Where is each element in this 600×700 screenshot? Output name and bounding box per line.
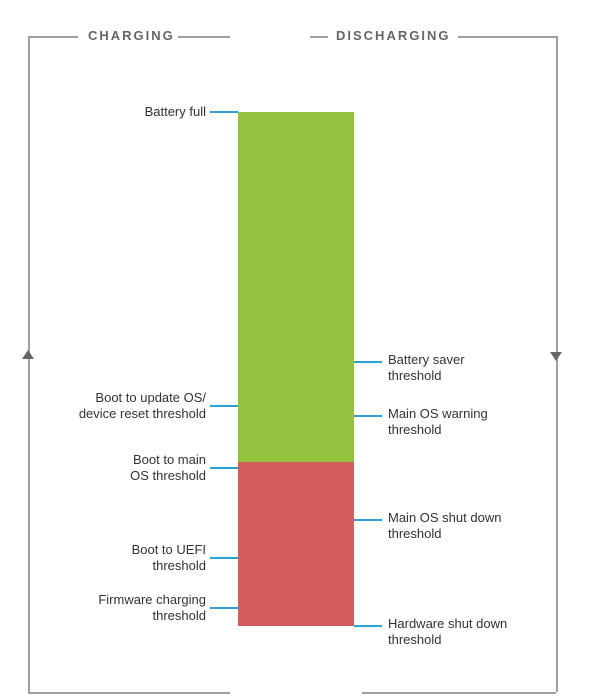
left-bracket-top-b	[178, 36, 230, 38]
header-discharging: DISCHARGING	[336, 28, 450, 43]
left-bracket-top-a	[28, 36, 78, 38]
label-boot-uefi: Boot to UEFIthreshold	[132, 542, 206, 575]
label-firmware-chg: Firmware chargingthreshold	[98, 592, 206, 625]
label-hw-shutdown: Hardware shut downthreshold	[388, 616, 507, 649]
label-battery-saver: Battery saverthreshold	[388, 352, 465, 385]
right-bracket-top-c	[310, 36, 326, 38]
tick-hw-shutdown	[354, 625, 382, 627]
right-bracket-top-a	[326, 36, 328, 38]
tick-main-os-shutdown	[354, 519, 382, 521]
tick-firmware-chg	[210, 607, 238, 609]
left-bracket-bottom	[28, 692, 230, 694]
label-battery-full: Battery full	[145, 104, 206, 120]
right-bracket-vert	[556, 36, 558, 692]
label-main-os-shutdown: Main OS shut downthreshold	[388, 510, 501, 543]
tick-battery-saver	[354, 361, 382, 363]
label-boot-main-os: Boot to mainOS threshold	[130, 452, 206, 485]
tick-boot-main-os	[210, 467, 238, 469]
tick-battery-full	[210, 111, 238, 113]
right-bracket-top-b	[458, 36, 556, 38]
bar-segment-red	[238, 462, 354, 626]
tick-boot-uefi	[210, 557, 238, 559]
tick-boot-update	[210, 405, 238, 407]
tick-main-os-warn	[354, 415, 382, 417]
left-bracket-vert	[28, 36, 30, 692]
bar-segment-green	[238, 112, 354, 462]
left-arrow-up-icon	[22, 350, 34, 359]
right-bracket-bottom	[362, 692, 556, 694]
header-charging: CHARGING	[88, 28, 175, 43]
right-arrow-down-icon	[550, 352, 562, 361]
label-main-os-warn: Main OS warningthreshold	[388, 406, 488, 439]
label-boot-update: Boot to update OS/device reset threshold	[79, 390, 206, 423]
